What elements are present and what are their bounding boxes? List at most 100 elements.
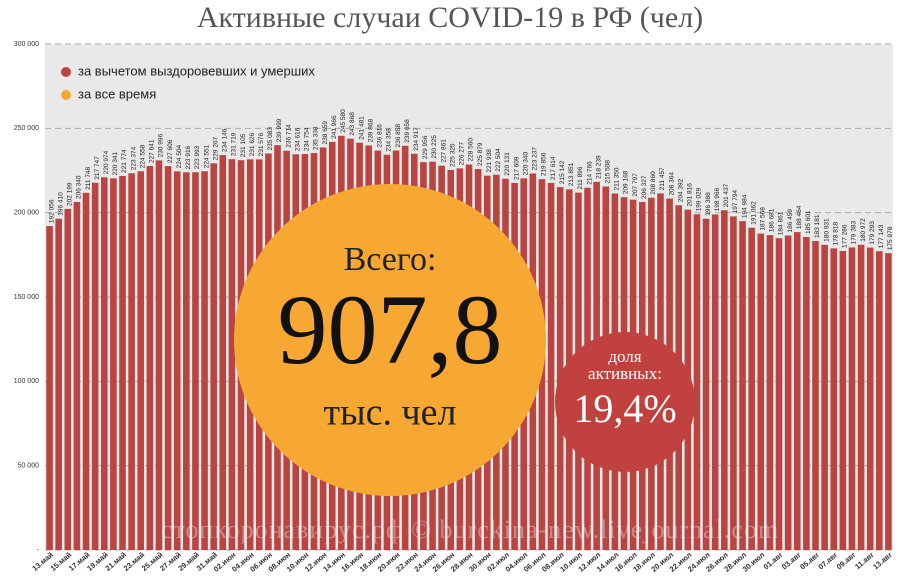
total-label: Всего: bbox=[344, 241, 437, 278]
value-label: 198 966 bbox=[714, 188, 721, 212]
bar bbox=[812, 241, 819, 550]
x-tick-label: 07.авг bbox=[816, 550, 839, 571]
value-label: 223 916 bbox=[185, 145, 192, 169]
value-label: 214 766 bbox=[586, 161, 593, 185]
share-label: активных: bbox=[588, 364, 662, 383]
value-label: 235 083 bbox=[267, 127, 274, 151]
value-label: 223 993 bbox=[194, 145, 201, 169]
value-label: 201 437 bbox=[723, 183, 730, 207]
value-label: 175 978 bbox=[887, 226, 894, 250]
bar bbox=[155, 160, 163, 550]
value-label: 209 168 bbox=[623, 170, 630, 194]
value-label: 220 974 bbox=[103, 150, 110, 174]
bar bbox=[146, 166, 154, 550]
bar bbox=[693, 214, 701, 550]
value-label: 211 457 bbox=[659, 167, 666, 190]
value-label: 211 350 bbox=[614, 167, 621, 190]
value-label: 204 392 bbox=[677, 178, 684, 202]
value-label: 217 747 bbox=[94, 156, 101, 180]
bar bbox=[64, 208, 72, 550]
value-label: 196 388 bbox=[705, 192, 712, 216]
total-circle bbox=[234, 184, 546, 496]
share-label: доля bbox=[608, 347, 641, 366]
x-tick-label: 09.авг bbox=[835, 550, 858, 571]
bar bbox=[830, 248, 838, 550]
value-label: 207 707 bbox=[632, 173, 639, 197]
legend-label: за вычетом выздоровевших и умерших bbox=[78, 63, 315, 78]
share-value: 19,4% bbox=[573, 386, 676, 431]
bar bbox=[803, 236, 810, 550]
value-label: 186 681 bbox=[769, 208, 776, 232]
value-label: 187 568 bbox=[760, 207, 767, 231]
value-label: 180 931 bbox=[823, 218, 830, 242]
value-label: 199 029 bbox=[696, 187, 703, 211]
value-label: 222 504 bbox=[495, 148, 502, 172]
bar bbox=[201, 171, 208, 550]
value-label: 224 551 bbox=[203, 144, 210, 168]
y-tick-label: 250 000 bbox=[14, 125, 39, 132]
bar bbox=[885, 253, 892, 550]
value-label: 234 616 bbox=[294, 127, 301, 151]
value-label: 235 338 bbox=[313, 126, 320, 150]
bar bbox=[866, 247, 874, 550]
value-label: 227 606 bbox=[167, 139, 174, 163]
value-label: 208 860 bbox=[650, 171, 657, 195]
bar bbox=[793, 232, 801, 550]
bar bbox=[821, 244, 828, 550]
value-label: 229 956 bbox=[422, 135, 429, 159]
bar bbox=[46, 226, 53, 550]
bar bbox=[91, 182, 99, 550]
value-label: 211 896 bbox=[577, 166, 584, 189]
value-label: 234 917 bbox=[413, 127, 420, 151]
total-value: 907,8 bbox=[278, 274, 503, 385]
y-tick-label: 150 000 bbox=[14, 294, 39, 301]
value-label: 219 856 bbox=[541, 152, 548, 176]
value-label: 229 267 bbox=[212, 136, 219, 160]
watermark: стопкоронавирус.рф © burckina-new.livejo… bbox=[161, 515, 779, 544]
value-label: 194 984 bbox=[741, 194, 748, 218]
value-label: 215 508 bbox=[604, 160, 611, 184]
value-label: 236 714 bbox=[285, 124, 292, 148]
bar bbox=[702, 218, 710, 550]
value-label: 231 626 bbox=[249, 132, 256, 156]
value-label: 188 464 bbox=[796, 205, 803, 229]
value-label: 226 277 bbox=[459, 141, 466, 165]
bar bbox=[210, 163, 217, 551]
value-label: 206 340 bbox=[76, 175, 83, 199]
value-label: 231 576 bbox=[258, 133, 265, 157]
bar bbox=[173, 171, 181, 550]
bar bbox=[100, 177, 108, 550]
value-label: 220 341 bbox=[112, 151, 119, 175]
x-tick-label: 05.авг bbox=[798, 550, 821, 571]
value-label: 225 325 bbox=[449, 143, 456, 167]
value-label: 213 851 bbox=[568, 162, 575, 186]
bar bbox=[711, 214, 719, 550]
value-label: 238 659 bbox=[322, 121, 329, 145]
bar bbox=[547, 182, 555, 551]
bar bbox=[748, 227, 755, 550]
share-circle bbox=[555, 332, 695, 472]
bar bbox=[219, 155, 227, 551]
x-tick-label: 11.авг bbox=[853, 550, 876, 571]
value-label: 223 374 bbox=[130, 146, 137, 170]
value-label: 234 358 bbox=[386, 128, 393, 152]
value-label: 179 293 bbox=[869, 221, 876, 245]
x-tick-label: 01.авг bbox=[762, 550, 785, 571]
value-label: 192 056 bbox=[48, 199, 55, 223]
y-tick-label: - bbox=[37, 547, 40, 554]
bar bbox=[128, 173, 135, 550]
value-label: 228 560 bbox=[468, 138, 475, 162]
value-label: 239 999 bbox=[276, 118, 283, 142]
value-label: 239 658 bbox=[404, 119, 411, 143]
value-label: 202 199 bbox=[67, 182, 74, 206]
value-label: 201 816 bbox=[687, 183, 694, 207]
value-label: 196 410 bbox=[57, 192, 64, 216]
legend-marker bbox=[61, 67, 71, 77]
value-label: 184 861 bbox=[778, 211, 785, 235]
bar bbox=[228, 159, 236, 550]
bar bbox=[730, 216, 737, 550]
value-label: 234 754 bbox=[304, 127, 311, 151]
bar bbox=[784, 235, 792, 551]
value-label: 220 131 bbox=[504, 152, 511, 176]
